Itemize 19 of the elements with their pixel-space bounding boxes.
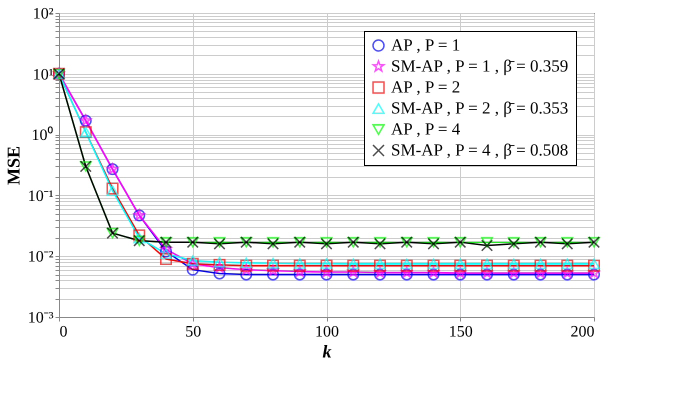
y-tick-label: 10⁻¹	[28, 188, 54, 205]
x-tick-label: 0	[60, 324, 68, 340]
x-tick-label: 50	[185, 324, 202, 340]
y-tick-label: 10⁻²	[28, 248, 54, 266]
x-axis-title: k	[322, 342, 332, 362]
y-tick-label: 10²	[32, 6, 54, 22]
legend-label: AP , P = 2	[391, 78, 460, 96]
legend-label: AP , P = 4	[391, 120, 461, 138]
x-tick-label: 100	[315, 324, 339, 340]
x-tick-label: 200	[570, 324, 594, 340]
legend-label: AP , P = 1	[391, 36, 460, 54]
y-tick-label: 10⁰	[32, 126, 54, 144]
y-axis-title: MSE	[4, 146, 24, 186]
y-tick-label: 10¹	[32, 66, 54, 84]
legend-label: SM-AP , P = 1 , β̄ = 0.359	[391, 56, 568, 76]
x-tick-label: 150	[448, 324, 473, 340]
y-tick-label: 10⁻³	[28, 310, 54, 326]
legend-label: SM-AP , P = 2 , β̄ = 0.353	[391, 98, 568, 118]
legend-label: SM-AP , P = 4 , β̄ = 0.508	[391, 140, 568, 160]
